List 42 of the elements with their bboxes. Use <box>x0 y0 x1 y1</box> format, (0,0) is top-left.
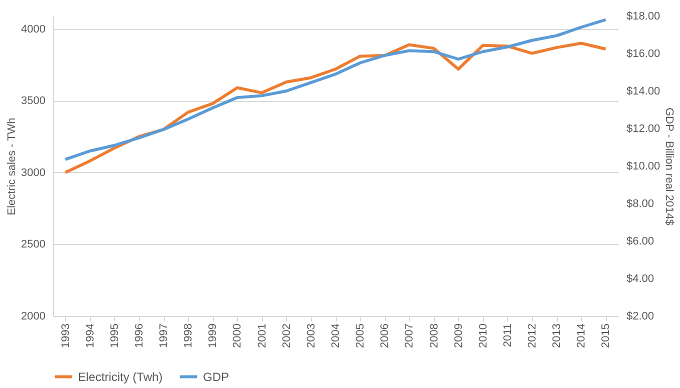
x-tick-label: 2014 <box>576 324 588 348</box>
x-tick-label: 2001 <box>256 324 268 348</box>
y-axis-title: Electric sales - TWh <box>6 118 18 216</box>
x-tick-label: 1997 <box>158 324 170 348</box>
x-tick-label: 2002 <box>280 324 293 348</box>
x-tick-label: 2006 <box>379 324 392 348</box>
x-tick-label: 1996 <box>133 324 146 348</box>
x-tick-label: 2003 <box>305 324 318 348</box>
x-tick-label: 2008 <box>428 324 440 348</box>
y2-tick-label: $12.00 <box>626 123 660 135</box>
y-tick-label: 2000 <box>21 310 46 322</box>
y2-tick-label: $6.00 <box>626 236 654 248</box>
x-tick-label: 2000 <box>232 324 244 348</box>
x-tick-label: 2005 <box>354 324 367 348</box>
y-tick-label: 3500 <box>21 95 46 108</box>
y2-tick-label: $16.00 <box>626 48 660 60</box>
y2-tick-label: $4.00 <box>626 273 654 285</box>
x-tick-label: 2009 <box>452 324 465 348</box>
y2-axis-title: GDP - Billion real 2014$ <box>663 108 676 226</box>
line-series <box>64 18 608 161</box>
x-tick-label: 2007 <box>404 324 416 348</box>
x-tick-label: 1994 <box>84 324 96 348</box>
legend-label: GDP <box>203 370 230 384</box>
y-tick-label: 3000 <box>21 166 46 179</box>
x-tick-label: 2013 <box>551 324 564 348</box>
x-tick-label: 2010 <box>477 324 490 348</box>
y2-tick-label: $18.00 <box>626 10 660 22</box>
y-tick-label: 2500 <box>21 238 46 251</box>
y-tick-label: 4000 <box>21 23 46 36</box>
y2-tick-label: $8.00 <box>626 198 654 210</box>
y2-tick-label: $2.00 <box>626 310 654 322</box>
legend-label: Electricity (Twh) <box>78 370 163 384</box>
y2-tick-label: $10.00 <box>626 160 660 172</box>
y2-tick-label: $14.00 <box>626 86 660 98</box>
x-tick-label: 2011 <box>502 324 514 348</box>
x-tick-label: 1993 <box>60 324 72 348</box>
x-tick-label: 2004 <box>330 324 342 348</box>
x-tick-label: 1998 <box>182 324 195 348</box>
x-tick-label: 2012 <box>526 324 539 348</box>
x-tick-label: 1999 <box>207 324 220 348</box>
x-tick-label: 2015 <box>600 324 612 348</box>
x-tick-label: 1995 <box>108 324 121 348</box>
